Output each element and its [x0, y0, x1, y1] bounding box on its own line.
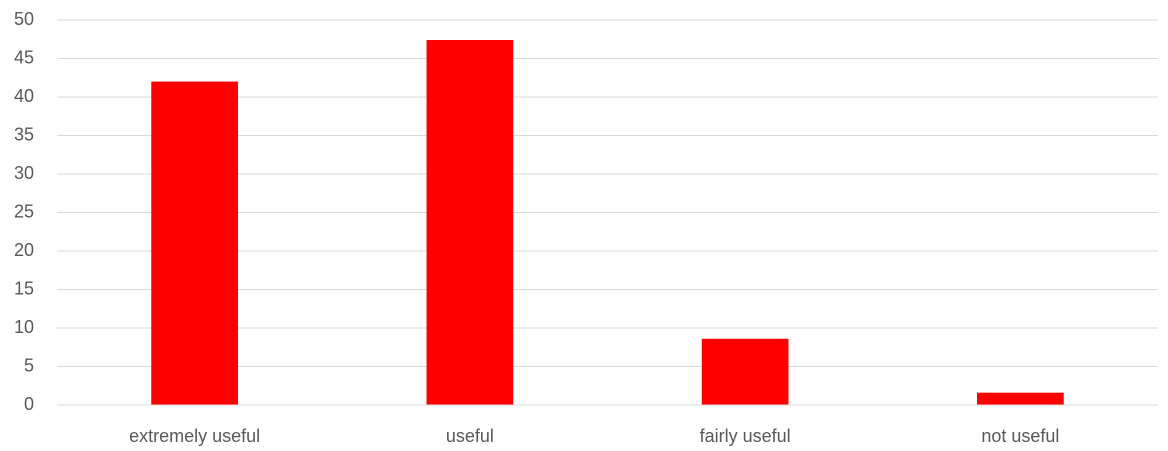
bar-not-useful	[977, 392, 1064, 405]
y-tick-label: 0	[24, 394, 34, 414]
y-axis-tick-labels: 0 5 10 15 20 25 30 35 40 45 50	[14, 9, 34, 414]
y-tick-label: 25	[14, 201, 34, 221]
y-tick-label: 45	[14, 47, 34, 67]
y-tick-label: 20	[14, 240, 34, 260]
y-tick-label: 40	[14, 86, 34, 106]
x-axis-category-labels: extremely useful useful fairly useful not u…	[129, 426, 1059, 446]
y-tick-label: 15	[14, 278, 34, 298]
y-tick-label: 5	[24, 355, 34, 375]
x-category-label: fairly useful	[700, 426, 791, 446]
y-tick-label: 50	[14, 9, 34, 29]
y-tick-label: 35	[14, 124, 34, 144]
y-tick-label: 30	[14, 163, 34, 183]
x-category-label: useful	[446, 426, 494, 446]
gridlines	[57, 19, 1158, 367]
bars	[151, 40, 1064, 406]
y-tick-label: 10	[14, 317, 34, 337]
bar-extremely-useful	[151, 81, 238, 405]
x-category-label: not useful	[981, 426, 1059, 446]
bar-fairly-useful	[701, 338, 789, 405]
bar-useful	[426, 40, 514, 406]
x-category-label: extremely useful	[129, 426, 260, 446]
